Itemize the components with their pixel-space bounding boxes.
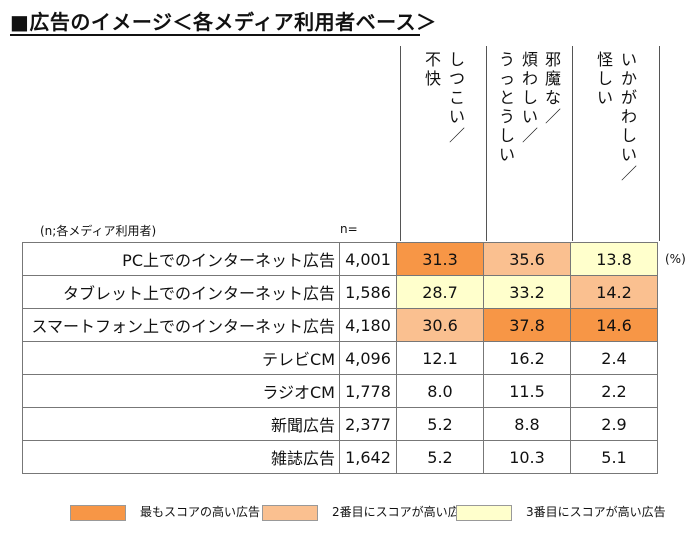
- row-label: テレビCM: [22, 341, 340, 375]
- column-header-2-line-2: 煩わしい／: [522, 50, 539, 145]
- data-table: PC上でのインターネット広告 4,001 31.3 35.6 13.8 タブレット上でのイ…: [22, 242, 658, 474]
- row-n-value: 4,001: [339, 242, 397, 276]
- column-header-2: 邪魔な／ 煩わしい／ うっとうしい: [486, 46, 573, 241]
- value-cell: 8.8: [483, 407, 571, 441]
- column-header-2-line-3: うっとうしい: [499, 50, 516, 164]
- chart-title: ■広告のイメージ＜各メディア利用者ベース＞: [10, 10, 437, 34]
- row-label: PC上でのインターネット広告: [22, 242, 340, 276]
- value-cell: 14.2: [570, 275, 658, 309]
- value-cell: 35.6: [483, 242, 571, 276]
- row-label: 雑誌広告: [22, 440, 340, 474]
- table-row: ラジオCM 1,778 8.0 11.5 2.2: [22, 374, 658, 408]
- row-label: タブレット上でのインターネット広告: [22, 275, 340, 309]
- row-label: 新聞広告: [22, 407, 340, 441]
- value-cell: 8.0: [396, 374, 484, 408]
- row-n-value: 1,778: [339, 374, 397, 408]
- row-label: ラジオCM: [22, 374, 340, 408]
- column-header-3-line-2: 怪しい: [597, 50, 614, 107]
- column-header-1-line-1: しつこい／: [449, 50, 466, 145]
- value-cell: 14.6: [570, 308, 658, 342]
- table-row: タブレット上でのインターネット広告 1,586 28.7 33.2 14.2: [22, 275, 658, 309]
- table-row: PC上でのインターネット広告 4,001 31.3 35.6 13.8: [22, 242, 658, 276]
- legend-label-rank1: 最もスコアの高い広告: [140, 505, 261, 519]
- value-cell: 37.8: [483, 308, 571, 342]
- value-cell: 2.4: [570, 341, 658, 375]
- value-cell: 2.9: [570, 407, 658, 441]
- legend-label-rank3: 3番目にスコアが高い広告: [526, 505, 666, 519]
- value-cell: 16.2: [483, 341, 571, 375]
- column-header-2-line-1: 邪魔な／: [545, 50, 562, 126]
- value-cell: 33.2: [483, 275, 571, 309]
- value-cell: 30.6: [396, 308, 484, 342]
- row-n-value: 1,586: [339, 275, 397, 309]
- legend-item-rank3: 3番目にスコアが高い広告: [456, 503, 666, 521]
- table-row: テレビCM 4,096 12.1 16.2 2.4: [22, 341, 658, 375]
- legend-swatch-rank3: [456, 504, 512, 521]
- table-row: 新聞広告 2,377 5.2 8.8 2.9: [22, 407, 658, 441]
- value-cell: 12.1: [396, 341, 484, 375]
- sample-note: (n;各メディア利用者): [40, 224, 157, 238]
- legend-item-rank2: 2番目にスコアが高い広告: [262, 503, 472, 521]
- legend-label-rank2: 2番目にスコアが高い広告: [332, 505, 472, 519]
- value-cell: 28.7: [396, 275, 484, 309]
- column-header-1: しつこい／ 不快: [400, 46, 487, 241]
- column-header-3-line-1: いかがわしい／: [621, 50, 638, 183]
- column-header-1-line-2: 不快: [425, 50, 442, 88]
- table-row: スマートフォン上でのインターネット広告 4,180 30.6 37.8 14.6: [22, 308, 658, 342]
- legend-swatch-rank2: [262, 504, 318, 521]
- table-row: 雑誌広告 1,642 5.2 10.3 5.1: [22, 440, 658, 474]
- column-header-3: いかがわしい／ 怪しい: [572, 46, 660, 241]
- title-underline: [10, 34, 420, 36]
- value-cell: 2.2: [570, 374, 658, 408]
- value-cell: 13.8: [570, 242, 658, 276]
- row-n-value: 4,096: [339, 341, 397, 375]
- row-n-value: 2,377: [339, 407, 397, 441]
- n-header: n=: [340, 222, 358, 236]
- row-n-value: 1,642: [339, 440, 397, 474]
- row-n-value: 4,180: [339, 308, 397, 342]
- unit-label: (%): [665, 252, 686, 266]
- value-cell: 5.1: [570, 440, 658, 474]
- value-cell: 10.3: [483, 440, 571, 474]
- value-cell: 5.2: [396, 440, 484, 474]
- row-label: スマートフォン上でのインターネット広告: [22, 308, 340, 342]
- value-cell: 11.5: [483, 374, 571, 408]
- value-cell: 31.3: [396, 242, 484, 276]
- legend-item-rank1: 最もスコアの高い広告: [70, 503, 260, 521]
- legend-swatch-rank1: [70, 504, 126, 521]
- value-cell: 5.2: [396, 407, 484, 441]
